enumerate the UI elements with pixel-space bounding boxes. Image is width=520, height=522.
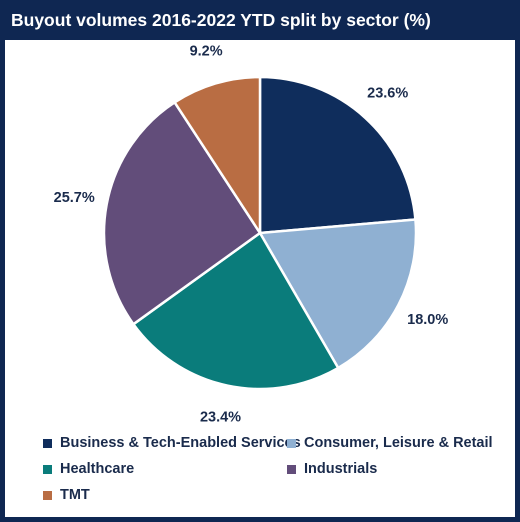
pie-slice-industrials [102, 101, 262, 326]
chart-title: Buyout volumes 2016-2022 YTD split by se… [11, 10, 431, 30]
legend-label: Industrials [304, 461, 378, 477]
legend-label: TMT [60, 487, 90, 503]
pie-value-labels: 23.6% 18.0% 23.4% 25.7% 9.2% [54, 44, 449, 426]
legend-swatch [43, 464, 52, 474]
legend-item-industrials: Industrials [287, 461, 377, 477]
legend-item-healthcare: Healthcare [43, 461, 134, 477]
legend-label: Healthcare [60, 461, 135, 477]
data-label-business-tech-enabled-services: 23.6% [367, 86, 408, 102]
pie-slice-tmt [173, 75, 262, 235]
chart-panel: 23.6% 18.0% 23.4% 25.7% 9.2% Business & Tech… [5, 40, 515, 517]
legend-item-business-tech-enabled-services: Business & Tech-Enabled Services [43, 435, 301, 451]
pie-chart: 23.6% 18.0% 23.4% 25.7% 9.2% [54, 44, 449, 426]
legend-label: Consumer, Leisure & Retail [304, 435, 493, 451]
data-label-healthcare: 23.4% [200, 410, 241, 426]
title-bar: Buyout volumes 2016-2022 YTD split by se… [3, 3, 517, 39]
pie-slice-consumer-leisure-retail [258, 218, 418, 370]
data-label-industrials: 25.7% [54, 190, 95, 206]
data-label-consumer-leisure-retail: 18.0% [407, 312, 448, 328]
legend-swatch [43, 438, 52, 448]
data-label-tmt: 9.2% [190, 44, 223, 60]
legend-item-consumer-leisure-retail: Consumer, Leisure & Retail [287, 435, 493, 451]
pie-slice-business-tech-enabled-services [258, 75, 417, 235]
pie-slices [102, 75, 418, 391]
legend-label: Business & Tech-Enabled Services [60, 435, 301, 451]
pie-slice-healthcare [132, 231, 340, 391]
legend-swatch [287, 464, 296, 474]
legend-swatch [287, 438, 296, 448]
legend-item-tmt: TMT [43, 487, 90, 503]
legend-swatch [43, 490, 52, 500]
